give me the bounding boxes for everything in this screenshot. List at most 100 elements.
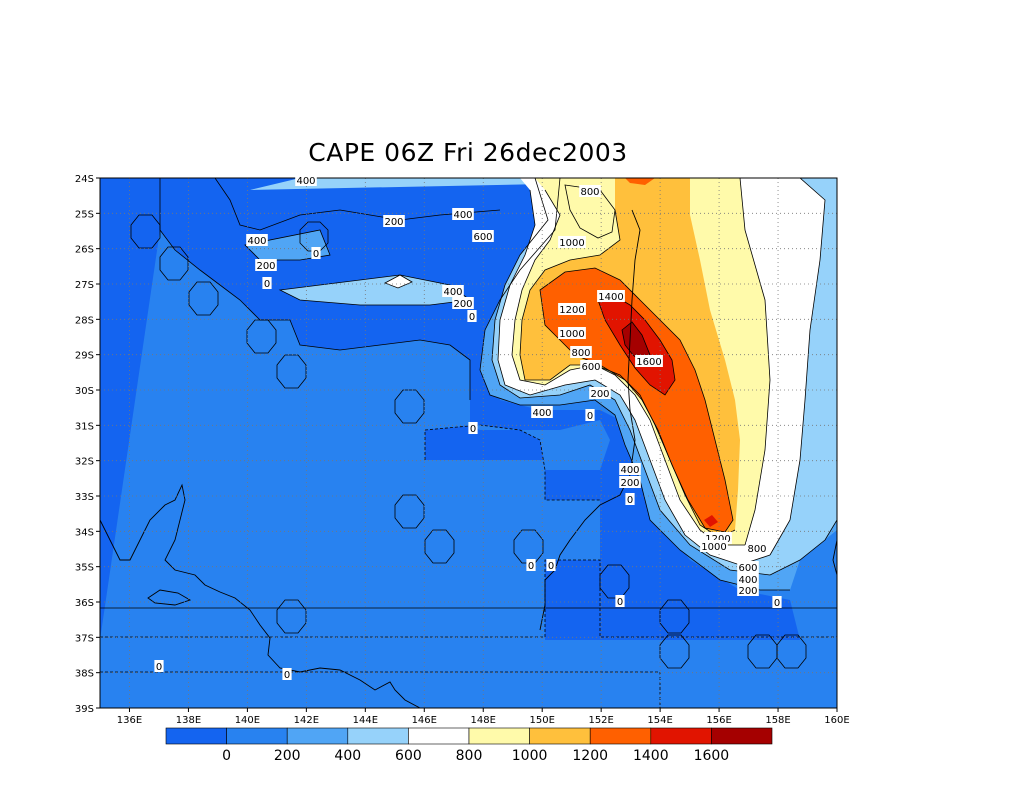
colorbar-swatch	[165, 727, 227, 745]
contour-label: 1200	[559, 305, 584, 316]
contour-label-bg	[295, 174, 317, 186]
contour-label-bg	[635, 355, 663, 367]
contour-fields	[100, 178, 837, 708]
lon-tick-label: 140E	[235, 715, 260, 726]
contour-label: 400	[738, 575, 757, 586]
contour-label-bg	[311, 247, 321, 259]
contour-label-bg	[737, 561, 759, 573]
contour-label-bg	[700, 540, 728, 552]
lat-tick-label: 33S	[75, 492, 94, 503]
colorbar-swatch	[286, 727, 349, 745]
contour-label: 600	[581, 362, 600, 373]
lon-tick-label: 156E	[706, 715, 731, 726]
contour-label-bg	[452, 208, 474, 220]
contour-label: 0	[284, 670, 290, 681]
lon-tick-label: 136E	[117, 715, 142, 726]
contour-labels: 4002004000200040060080010004002000120014…	[154, 174, 782, 681]
contour-label-bg	[580, 360, 602, 372]
contour-label-bg	[746, 542, 768, 554]
contour-label: 1200	[705, 534, 730, 545]
lat-tick-label: 37S	[75, 633, 94, 644]
grid-cells	[130, 214, 807, 669]
contour-label: 0	[627, 495, 633, 506]
contour-label: 0	[528, 561, 534, 572]
lat-tick-label: 26S	[75, 245, 94, 256]
contour-label-bg	[619, 476, 641, 488]
contour-label: 0	[469, 312, 475, 323]
colorbar-swatch	[650, 727, 712, 745]
contour-label-bg	[546, 559, 556, 571]
contour-label-bg	[737, 573, 759, 585]
contour-label: 200	[738, 586, 757, 597]
contour-label: 200	[620, 478, 639, 489]
contour-label: 0	[313, 249, 319, 260]
contour-label: 400	[247, 236, 266, 247]
contour-label-bg	[597, 290, 625, 302]
colorbar-label: 1000	[512, 748, 548, 764]
colorbar-swatch	[711, 727, 773, 745]
lat-tick-label: 34S	[75, 527, 94, 538]
contour-label: 200	[453, 299, 472, 310]
lat-tick-label: 38S	[75, 669, 94, 680]
field-1600	[622, 322, 650, 365]
contour-label-bg	[531, 406, 553, 418]
contour-label-bg	[737, 584, 759, 596]
lon-tick-label: 154E	[647, 715, 672, 726]
contour-label: 400	[453, 210, 472, 221]
contour-label-bg	[246, 234, 268, 246]
lon-tick-label: 144E	[353, 715, 378, 726]
lon-tick-label: 150E	[529, 715, 554, 726]
contour-label-bg	[472, 230, 494, 242]
contour-label: 1000	[559, 238, 584, 249]
contour-label: 0	[617, 597, 623, 608]
contour-label-bg	[467, 310, 477, 322]
contour-label-bg	[282, 668, 292, 680]
colorbar-label: 200	[274, 748, 301, 764]
coastline	[100, 209, 837, 708]
contour-label-bg	[585, 409, 595, 421]
contour-label-bg	[442, 285, 464, 297]
colorbar-label: 1200	[572, 748, 608, 764]
contour-label-bg	[452, 297, 474, 309]
plot-frame	[99, 177, 838, 709]
lon-tick-label: 146E	[412, 715, 437, 726]
lat-tick-label: 29S	[75, 351, 94, 362]
colorbar-label: 400	[334, 748, 361, 764]
contour-label: 200	[384, 217, 403, 228]
colorbar-swatch	[408, 727, 470, 745]
contour-label: 1000	[701, 542, 726, 553]
contour-label-bg	[526, 559, 536, 571]
contour-label: 800	[580, 187, 599, 198]
colorbar-swatch	[589, 727, 652, 745]
colorbar-label: 800	[456, 748, 483, 764]
lon-tick-label: 160E	[824, 715, 849, 726]
lat-tick-label: 28S	[75, 315, 94, 326]
colorbar-label: 600	[395, 748, 422, 764]
contour-label: 0	[156, 662, 162, 673]
lat-tick-label: 30S	[75, 386, 94, 397]
contour-label-bg	[154, 660, 164, 672]
lat-tick-label: 27S	[75, 280, 94, 291]
lat-tick-label: 32S	[75, 457, 94, 468]
lon-tick-label: 158E	[765, 715, 790, 726]
colorbar-swatch	[468, 727, 530, 745]
latitude-axis: 24S 25S 26S 27S 28S 29S 30S 31S 32S 33S 34S 35S 36S 3…	[75, 174, 100, 715]
lat-tick-label: 36S	[75, 598, 94, 609]
field-1400	[598, 296, 718, 527]
lon-tick-label: 142E	[294, 715, 319, 726]
lon-tick-label: 138E	[176, 715, 201, 726]
contour-label-bg	[255, 259, 277, 271]
colorbar-label: 1400	[633, 748, 669, 764]
lon-tick-label: 148E	[471, 715, 496, 726]
contour-label: 800	[747, 544, 766, 555]
contour-label: 0	[264, 279, 270, 290]
colorbar-label: 1600	[694, 748, 730, 764]
contour-label-bg	[579, 185, 601, 197]
contour-label-bg	[570, 346, 592, 358]
contour-label: 0	[774, 598, 780, 609]
contour-label: 600	[473, 232, 492, 243]
contour-label: 0	[548, 561, 554, 572]
contour-label-bg	[262, 277, 272, 289]
lat-tick-label: 35S	[75, 563, 94, 574]
